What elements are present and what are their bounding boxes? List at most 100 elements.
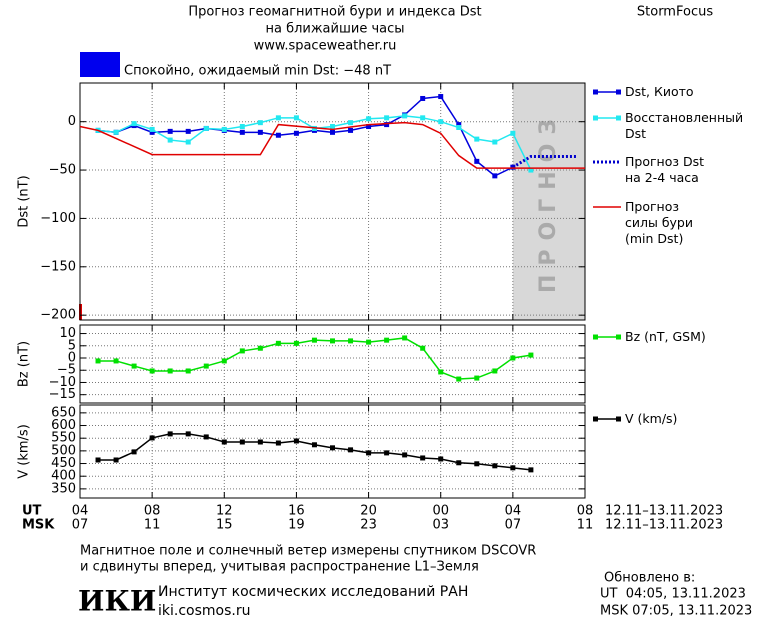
point [131, 449, 137, 455]
point [131, 121, 137, 127]
legend-marker [616, 416, 621, 422]
point [420, 455, 426, 461]
point [366, 116, 372, 122]
point [293, 438, 299, 444]
updated-msk: MSK 07:05, 13.11.2023 [600, 604, 752, 619]
point [330, 338, 335, 344]
point [185, 431, 191, 437]
series-line [97, 115, 532, 171]
point [528, 467, 534, 473]
point [384, 337, 390, 343]
point [167, 431, 173, 437]
y-tick-label: 400 [51, 469, 76, 484]
point [420, 115, 426, 121]
point [257, 439, 263, 445]
point [492, 139, 498, 145]
legend-label: Восстановленный Dst [625, 110, 744, 141]
point [185, 139, 191, 145]
point [113, 457, 119, 463]
point [492, 368, 498, 374]
y-tick-label: 0 [68, 114, 76, 129]
point [384, 115, 390, 121]
y-axis-label: V (km/s) [17, 424, 32, 479]
y-tick-label: 0 [68, 351, 76, 366]
y-tick-label: 600 [51, 418, 76, 433]
point [275, 440, 281, 446]
point [384, 122, 390, 128]
point [149, 435, 155, 441]
legend-label: Dst, Киото [625, 84, 694, 99]
point [384, 450, 390, 456]
point [528, 167, 534, 173]
point [113, 358, 119, 364]
point [95, 457, 101, 463]
point [456, 122, 462, 128]
x-tick-label: 00 [432, 504, 449, 519]
point [221, 126, 227, 132]
ut-dates: 12.11–13.11.2023 [605, 504, 723, 519]
legend-marker [593, 416, 598, 422]
x-tick-label: 20 [360, 504, 377, 519]
x-tick-label-msk: 07 [505, 518, 522, 533]
point [510, 355, 516, 361]
point [402, 452, 408, 458]
legend-label: Прогноз Dst на 2-4 часа [625, 154, 705, 185]
point [420, 345, 426, 351]
point [474, 375, 480, 381]
y-tick-label: 650 [51, 405, 76, 420]
x-tick-label-msk: 11 [144, 518, 161, 533]
point [149, 368, 155, 374]
y-tick-label: 10 [59, 326, 76, 341]
forecast-region [512, 83, 585, 320]
legend-label: V (km/s) [625, 411, 678, 426]
legend-marker [593, 89, 598, 95]
point [293, 115, 299, 121]
point [402, 335, 408, 341]
point [366, 339, 372, 345]
point [348, 127, 354, 133]
y-axis-label: Bz (nT) [17, 341, 32, 387]
point [311, 442, 317, 448]
y-tick-label: −5 [57, 363, 76, 378]
status-text: Спокойно, ожидаемый min Dst: −48 nT [124, 64, 391, 79]
y-tick-label: 500 [51, 443, 76, 458]
point [348, 120, 354, 126]
legend-marker [616, 115, 621, 121]
point [438, 456, 444, 462]
x-tick-label-msk: 07 [72, 518, 89, 533]
plot-frame [79, 82, 586, 321]
point [149, 129, 155, 135]
legend-marker [616, 334, 621, 340]
point [293, 340, 299, 346]
y-tick-label: 350 [51, 481, 76, 496]
point [456, 376, 462, 382]
point [474, 158, 480, 164]
point [420, 95, 426, 101]
updated: Обновлено в: [604, 571, 695, 586]
point [474, 136, 480, 142]
y-axis-label: Dst (nT) [17, 175, 32, 227]
subtitle: на ближайшие часы [265, 22, 404, 37]
y-tick-label: 450 [51, 456, 76, 471]
x-tick-label-msk: 15 [216, 518, 233, 533]
x-tick-label: 08 [577, 504, 594, 519]
point [167, 128, 173, 134]
point [330, 124, 335, 130]
x-tick-label-msk: 23 [360, 518, 377, 533]
point [330, 445, 335, 451]
y-tick-label: −200 [40, 308, 76, 323]
y-tick-label: 5 [68, 338, 76, 353]
point [239, 348, 245, 354]
point [348, 447, 354, 453]
series-line [79, 121, 585, 169]
point [239, 439, 245, 445]
point [149, 126, 155, 132]
y-tick-label: −10 [49, 375, 76, 390]
legend-label: Прогноз силы бури (min Dst) [625, 199, 693, 246]
y-tick-label: −100 [40, 211, 76, 226]
point [131, 363, 137, 369]
point [239, 129, 245, 135]
point [113, 129, 119, 135]
